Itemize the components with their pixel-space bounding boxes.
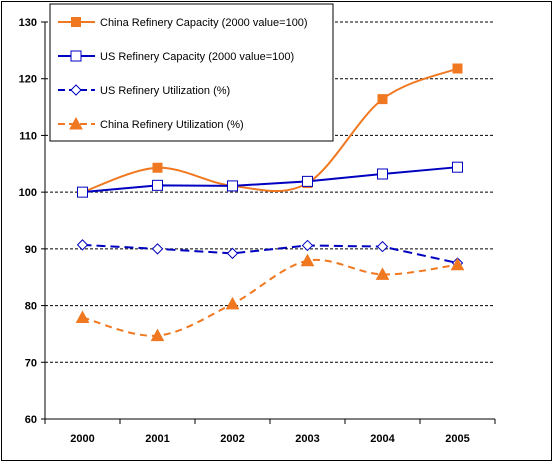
data-point	[70, 50, 82, 62]
data-point	[377, 94, 388, 105]
y-tick-label: 60	[25, 414, 37, 426]
data-point	[75, 310, 90, 323]
x-tick-label: 2001	[145, 433, 169, 445]
data-point	[152, 162, 163, 173]
x-tick-label: 2005	[445, 433, 469, 445]
data-point	[227, 180, 238, 192]
series-group	[77, 161, 463, 198]
x-tick-label: 2003	[295, 433, 319, 445]
data-point	[452, 63, 463, 74]
data-point	[70, 84, 82, 96]
data-point	[151, 243, 164, 255]
data-point	[71, 17, 81, 27]
data-point	[302, 175, 313, 187]
series-lines	[75, 63, 465, 342]
legend-box	[49, 3, 334, 142]
data-point	[225, 296, 240, 310]
data-point	[452, 161, 463, 173]
x-tick-label: 2000	[70, 433, 94, 445]
y-tick-label: 80	[25, 301, 37, 313]
data-point	[300, 253, 315, 267]
x-tick-label: 2004	[370, 433, 395, 445]
y-tick-label: 110	[19, 130, 37, 142]
legend-label: China Refinery Utilization (%)	[100, 119, 244, 131]
legend-label: US Refinery Capacity (2000 value=100)	[100, 51, 294, 63]
data-point	[377, 168, 388, 180]
legend: China Refinery Capacity (2000 value=100)…	[49, 3, 334, 142]
axes: 60 70 80 90 100 110 120 130 2000 2001 2002 2003 2004…	[19, 17, 496, 445]
data-point	[76, 239, 89, 251]
series-group	[75, 253, 465, 342]
y-tick-label: 120	[19, 74, 37, 86]
y-tick-label: 70	[25, 357, 37, 369]
legend-label: US Refinery Utilization (%)	[100, 85, 230, 97]
y-tick-label: 100	[19, 187, 37, 199]
data-point	[301, 239, 314, 252]
data-point	[150, 328, 165, 342]
data-point	[152, 179, 163, 191]
data-point	[376, 240, 389, 253]
series-group	[76, 239, 464, 269]
data-point	[77, 186, 88, 198]
data-point	[69, 116, 83, 130]
x-tick-label: 2002	[220, 433, 244, 445]
y-tick-label: 130	[19, 17, 37, 29]
data-point	[450, 257, 465, 271]
series-line	[82, 243, 458, 265]
legend-label: China Refinery Capacity (2000 value=100)	[100, 17, 308, 29]
data-point	[375, 267, 390, 280]
series-line	[82, 166, 458, 194]
data-point	[226, 247, 239, 260]
y-tick-label: 90	[25, 244, 37, 256]
